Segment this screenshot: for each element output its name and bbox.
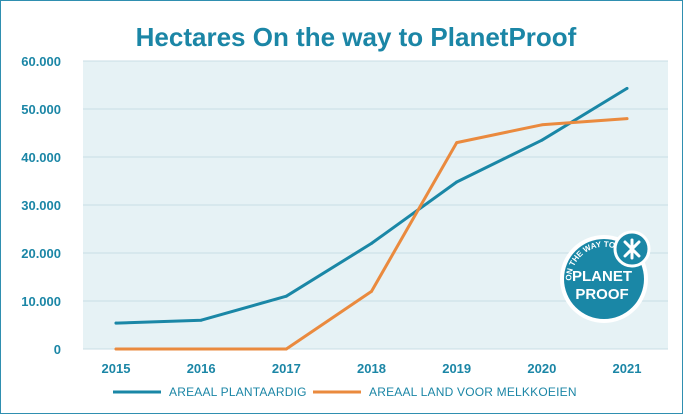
data-point — [284, 347, 288, 351]
x-tick-label: 2017 — [272, 361, 301, 376]
y-tick-label: 0 — [54, 342, 61, 357]
x-tick-label: 2021 — [613, 361, 642, 376]
y-tick-label: 40.000 — [21, 150, 61, 165]
legend-label-melkkoeien: AREAAL LAND VOOR MELKKOEIEN — [369, 385, 577, 399]
data-point — [114, 347, 118, 351]
data-point — [284, 294, 288, 298]
y-tick-label: 60.000 — [21, 54, 61, 69]
data-point — [199, 318, 203, 322]
data-point — [455, 141, 459, 145]
y-tick-label: 20.000 — [21, 246, 61, 261]
x-tick-label: 2020 — [527, 361, 556, 376]
legend: AREAAL PLANTAARDIG AREAAL LAND VOOR MELK… — [113, 385, 577, 399]
logo-text-planet: PLANET — [572, 268, 632, 285]
y-axis-ticks: 0 10.000 20.000 30.000 40.000 50.000 60.000 — [21, 54, 61, 357]
x-tick-label: 2015 — [102, 361, 131, 376]
data-point — [540, 123, 544, 127]
data-point — [114, 321, 118, 325]
legend-label-plantaardig: AREAAL PLANTAARDIG — [169, 385, 307, 399]
data-point — [199, 347, 203, 351]
x-tick-label: 2016 — [187, 361, 216, 376]
y-tick-label: 50.000 — [21, 102, 61, 117]
data-point — [625, 86, 629, 90]
data-point — [370, 242, 373, 245]
y-tick-label: 10.000 — [21, 294, 61, 309]
data-point — [455, 180, 459, 184]
x-tick-label: 2018 — [357, 361, 386, 376]
series-lines — [114, 86, 629, 351]
x-tick-label: 2019 — [442, 361, 471, 376]
logo-star-icon — [623, 238, 641, 260]
x-axis-ticks: 2015 2016 2017 2018 2019 2020 2021 — [102, 361, 642, 376]
data-point — [540, 138, 544, 142]
logo-text-proof: PROOF — [575, 286, 628, 303]
data-point — [370, 290, 373, 293]
data-point — [625, 117, 629, 120]
chart-title: Hectares On the way to PlanetProof — [136, 22, 577, 52]
y-tick-label: 30.000 — [21, 198, 61, 213]
